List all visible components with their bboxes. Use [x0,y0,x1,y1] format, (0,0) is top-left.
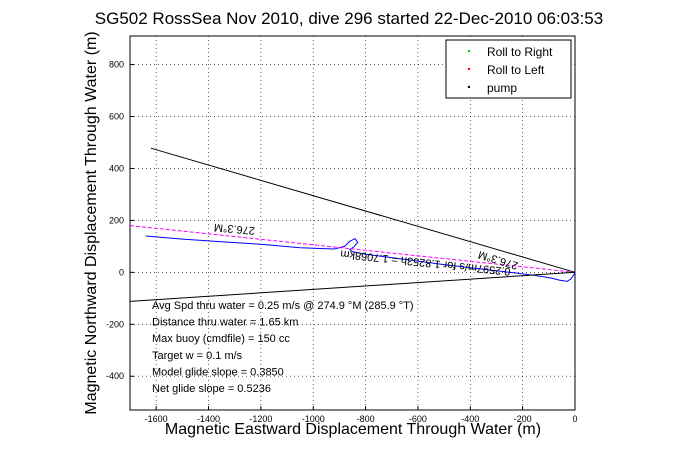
stats-line: Distance thru water = 1.65 km [152,317,298,329]
stats-line: Model glide slope = 0.3850 [152,366,284,378]
legend-label: Roll to Right [487,45,553,59]
stats-line: Max buoy (cmdfile) = 150 cc [152,333,290,345]
y-tick-label: 400 [109,163,124,173]
chart-title: SG502 RossSea Nov 2010, dive 296 started… [95,9,603,28]
x-gridlines [155,36,576,410]
stats-annotations: Avg Spd thru water = 0.25 m/s @ 274.9 °M… [152,300,414,395]
series-line-1 [129,225,576,273]
series-lines [129,147,576,302]
y-tick-label: -400 [106,371,124,381]
legend-marker [467,49,471,53]
legend-marker [467,85,471,89]
y-tick-label: 200 [109,215,124,225]
series-line-2 [150,147,576,273]
y-tick-label: 800 [109,60,124,70]
x-tick-label: -200 [514,414,532,424]
legend-marker [467,67,471,71]
rotated-annotation: 276.3°M [213,221,255,237]
series-line-3 [129,271,576,302]
y-tick-label: -200 [106,319,124,329]
legend-label: pump [487,81,517,95]
x-tick-label: -1200 [249,414,272,424]
y-tick-label: 600 [109,112,124,122]
x-tick-label: -1000 [302,414,325,424]
series-line-0 [145,235,576,282]
y-tick-labels: -400 -200 0 200 400 600 800 [106,60,124,382]
stats-line: Avg Spd thru water = 0.25 m/s @ 274.9 °M… [152,300,414,312]
y-axis-label: Magnetic Northward Displacement Through … [83,31,100,414]
x-tick-label: -1400 [197,414,220,424]
legend-box [445,39,572,99]
x-tick-label: -1600 [145,414,168,424]
stats-line: Net glide slope = 0.5236 [152,383,271,395]
x-tick-label: -400 [461,414,479,424]
x-tick-label: -600 [409,414,427,424]
x-axis-label: Magnetic Eastward Displacement Through W… [165,421,541,438]
x-tick-label: -800 [357,414,375,424]
y-tick-label: 0 [119,267,124,277]
stats-line: Target w = 0.1 m/s [152,350,243,362]
x-tick-labels: -1600 -1400 -1200 -1000 -800 -600 -400 -200 0 [145,414,578,424]
legend: Roll to Right Roll to Left pump [445,39,572,99]
legend-label: Roll to Left [487,63,545,77]
x-tick-label: 0 [572,414,577,424]
y-gridlines [130,64,575,377]
